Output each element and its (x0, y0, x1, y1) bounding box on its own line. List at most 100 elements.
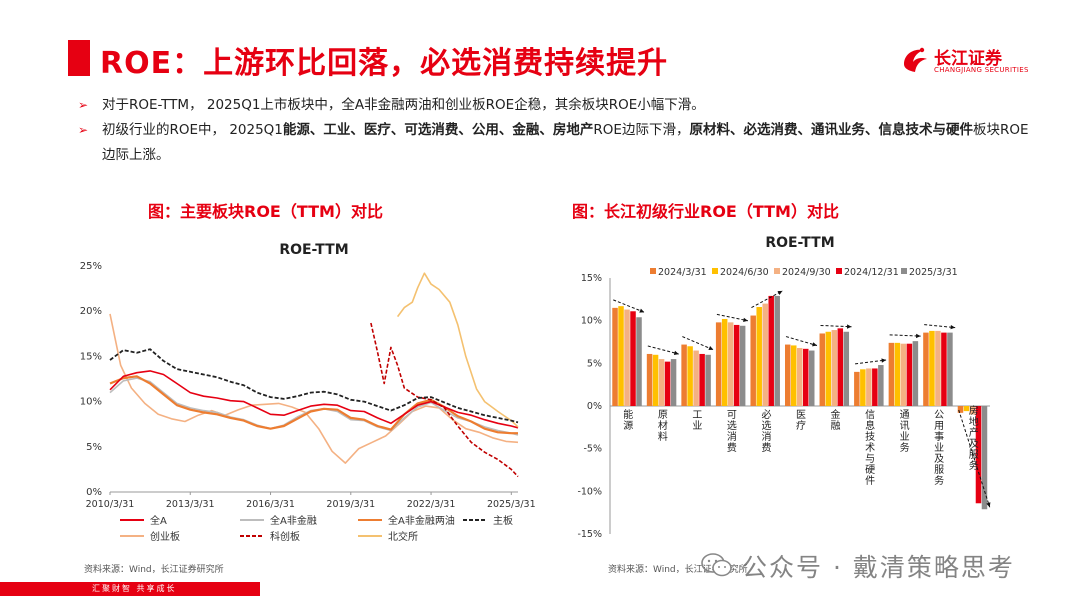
legend-swatch (650, 268, 656, 274)
legend-swatch (901, 268, 907, 274)
trend-arrow-line (751, 290, 783, 308)
bar (957, 406, 964, 413)
bar (866, 368, 872, 406)
bar (929, 330, 935, 406)
bar (756, 307, 762, 406)
trend-arrow-icon (847, 324, 852, 329)
bar (860, 369, 866, 406)
line-chart-roe-ttm: ROE-TTM 0% 5% 10% 15% 20% 25% 2010/3/31 2013/3/3… (80, 242, 536, 543)
figure2-title: 图：长江初级行业ROE（TTM）对比 (572, 202, 839, 221)
trend-arrow-icon (639, 308, 645, 313)
trend-arrow-line (613, 299, 645, 313)
bar (693, 350, 699, 406)
legend-swatch (712, 268, 718, 274)
category-label: 房地产及服务 (969, 404, 979, 472)
legend-swatch (774, 268, 780, 274)
bar (624, 309, 630, 406)
bar (636, 317, 642, 406)
legend-label: 2024/3/31 (658, 267, 707, 278)
watermark-text: 公众号 · 戴清策略思考 (742, 553, 1015, 582)
source-note-1: 资料来源：Wind，长江证券研究所 (84, 565, 224, 575)
x-tick-label: 2019/3/31 (326, 499, 375, 510)
bar (969, 406, 976, 415)
bar (612, 307, 618, 406)
legend-label: 全A非金融 (270, 514, 317, 527)
bar (947, 332, 953, 406)
category-label: 可选消费 (727, 410, 737, 454)
footer-red-band (0, 582, 260, 596)
bar (652, 354, 659, 406)
bar (733, 324, 740, 406)
x-tick-label: 2016/3/31 (246, 499, 295, 510)
bullet-arrow-icon: ➢ (78, 98, 89, 112)
trend-arrow-icon (986, 502, 991, 508)
trend-arrow-icon (916, 333, 921, 339)
bar (825, 331, 832, 406)
trend-arrow-line (785, 336, 818, 347)
bar (791, 345, 797, 406)
bar (878, 365, 884, 406)
bar (872, 368, 878, 406)
legend-label: 2024/12/31 (844, 267, 899, 278)
bar (739, 325, 746, 406)
category-label: 必选消费 (761, 408, 771, 454)
y-tick-label: -10% (577, 486, 602, 497)
legend-label: 主板 (493, 514, 513, 527)
bar (768, 295, 774, 406)
trend-arrow-icon (812, 342, 817, 347)
category-label: 医疗 (796, 409, 806, 432)
series-line-4 (109, 313, 519, 464)
bullet-text: ROE边际下滑， (593, 122, 690, 138)
source-note-2: 资料来源：Wind，长江证券研究所 (608, 565, 748, 575)
category-label: 金融 (831, 408, 841, 432)
bar (819, 333, 826, 406)
bar (906, 343, 913, 406)
legend-label: 2024/9/30 (782, 267, 831, 278)
logo-en-text: CHANGJIANG SECURITIES (934, 66, 1029, 74)
category-label: 原材料 (658, 409, 668, 443)
x-tick-label: 2022/3/31 (407, 499, 456, 510)
bar (831, 330, 838, 406)
y-tick-label: 15% (581, 273, 602, 284)
bar (975, 406, 982, 504)
chart1-title: ROE-TTM (279, 242, 348, 258)
bar (664, 361, 671, 406)
trend-arrow-line (647, 345, 679, 355)
trend-arrow-line (924, 324, 956, 329)
category-label: 信息技术与硬件 (865, 409, 875, 487)
trend-arrow-icon (777, 290, 783, 295)
y-tick-label: 10% (80, 397, 102, 408)
legend-label: 创业板 (150, 530, 180, 543)
changjiang-logo-icon (904, 47, 927, 72)
logo: 长江证券 CHANGJIANG SECURITIES (900, 44, 1040, 80)
bullet-item: ➢ 初级行业的ROE中， 2025Q1能源、工业、医疗、可选消费、公用、金融、房地… (72, 118, 1032, 168)
trend-arrow-line (889, 334, 921, 337)
figure1-title: 图：主要板块ROE（TTM）对比 (148, 202, 383, 221)
x-tick-label: 2025/3/31 (487, 499, 536, 510)
trend-arrow-icon (708, 346, 714, 350)
trend-arrow-icon (673, 350, 679, 355)
bullet-text: 板块ROE边际上涨。 (102, 122, 1029, 163)
y-tick-label: -15% (577, 529, 602, 540)
y-tick-label: 25% (80, 261, 102, 272)
bar (981, 406, 988, 510)
bullet-text: 对于ROE-TTM， 2025Q1上市板块中，全A非金融两油和创业板ROE企稳，… (102, 97, 705, 113)
category-label: 通讯业务 (900, 409, 910, 454)
bar-chart-industry-roe: ROE-TTM 2024/3/31 2024/6/30 2024/9/30 2024/1… (577, 235, 991, 540)
bar (888, 342, 895, 406)
trend-arrow-line (855, 359, 887, 365)
footer: 汇聚财智 共享成长 (0, 582, 1080, 608)
bar (935, 330, 941, 406)
bar (705, 354, 711, 406)
bullet-list: ➢ 对于ROE-TTM， 2025Q1上市板块中，全A非金融两油和创业板ROE企稳… (72, 93, 1032, 168)
bar (785, 344, 791, 406)
legend-label: 全A (150, 514, 167, 527)
y-tick-label: 0% (86, 487, 102, 498)
bar (681, 344, 687, 406)
bullet-arrow-icon: ➢ (78, 123, 89, 137)
bar (809, 350, 815, 406)
y-tick-label: 20% (80, 306, 102, 317)
bar (912, 341, 919, 406)
bar (699, 353, 705, 406)
bar (963, 406, 970, 412)
